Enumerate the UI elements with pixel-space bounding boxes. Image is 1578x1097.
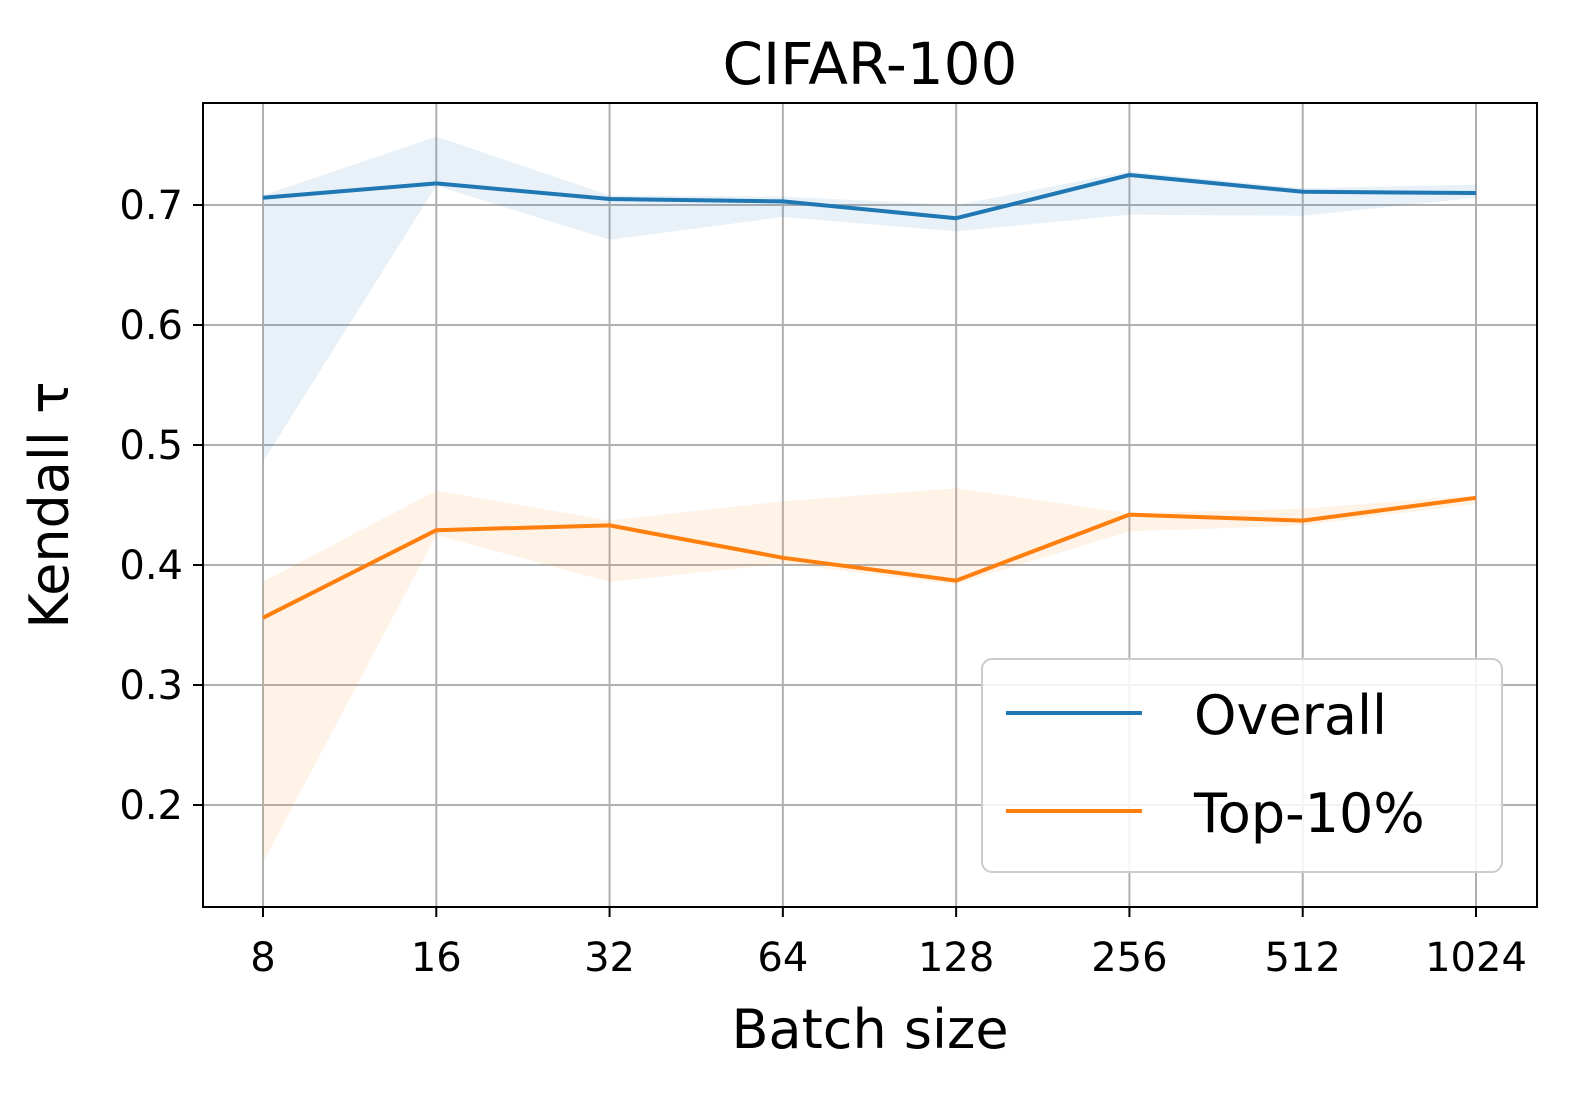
y-tick-label: 0.2 — [119, 783, 183, 829]
x-tick-label: 512 — [1265, 935, 1341, 981]
legend: Overall Top-10% — [981, 658, 1503, 873]
x-axis-label: Batch size — [731, 998, 1008, 1061]
y-tick-label: 0.6 — [119, 303, 183, 349]
y-axis-label: Kendall τ — [18, 381, 81, 628]
x-tick-label: 1024 — [1425, 935, 1527, 981]
legend-label-overall: Overall — [1194, 684, 1387, 747]
ticks: 8 16 32 64 128 256 512 1024 0.2 0.3 0.4 0.5 0.6 0.7 — [119, 183, 1527, 981]
y-tick-label: 0.4 — [119, 543, 183, 589]
confidence-band-0 — [263, 136, 1476, 462]
x-tick-label: 8 — [250, 935, 275, 981]
series-lines — [262, 173, 1477, 620]
x-tick-label: 256 — [1091, 935, 1167, 981]
legend-label-top10: Top-10% — [1193, 782, 1425, 845]
plot-frame — [202, 102, 1538, 908]
x-tick-label: 64 — [757, 935, 808, 981]
chart-title: CIFAR-100 — [723, 30, 1018, 98]
confidence-band-1 — [263, 488, 1476, 863]
series-line-0 — [262, 173, 1477, 221]
x-tick-label: 32 — [584, 935, 635, 981]
y-tick-label: 0.7 — [119, 183, 183, 229]
x-tick-label: 16 — [411, 935, 462, 981]
series-line-1 — [262, 495, 1477, 620]
confidence-bands — [263, 136, 1476, 863]
y-tick-label: 0.5 — [119, 423, 183, 469]
x-tick-label: 128 — [918, 935, 994, 981]
y-tick-label: 0.3 — [119, 663, 183, 709]
